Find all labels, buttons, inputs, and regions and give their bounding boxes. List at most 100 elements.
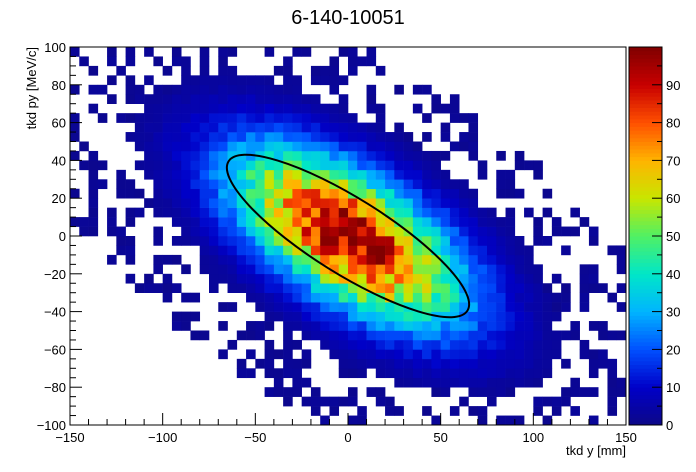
heatmap-cell bbox=[227, 103, 238, 114]
heatmap-cell bbox=[477, 358, 488, 369]
heatmap-cell bbox=[292, 236, 302, 246]
heatmap-cell bbox=[348, 273, 358, 284]
heatmap-cell bbox=[348, 339, 358, 350]
heatmap-cell bbox=[246, 254, 256, 265]
heatmap-cell bbox=[310, 226, 321, 237]
heatmap-cell bbox=[301, 132, 312, 142]
heatmap-cell bbox=[125, 254, 136, 265]
heatmap-cell bbox=[496, 169, 506, 180]
heatmap-cell bbox=[375, 65, 386, 76]
heatmap-cell bbox=[459, 132, 469, 142]
heatmap-cell bbox=[459, 330, 469, 341]
z-tick-label: 80 bbox=[666, 116, 680, 131]
palette-swatch bbox=[629, 421, 662, 426]
heatmap-cell bbox=[422, 217, 432, 227]
heatmap-cell bbox=[181, 207, 191, 218]
heatmap-cell bbox=[579, 217, 590, 227]
heatmap-cell bbox=[394, 132, 404, 142]
heatmap-cell bbox=[162, 113, 173, 123]
heatmap-cell bbox=[385, 292, 395, 303]
heatmap-cell bbox=[375, 330, 386, 341]
heatmap-cell bbox=[505, 358, 516, 369]
heatmap-cell bbox=[181, 56, 191, 67]
heatmap-cell bbox=[366, 236, 377, 246]
palette-swatch bbox=[629, 364, 662, 369]
heatmap-cell bbox=[449, 368, 460, 379]
heatmap-cell bbox=[255, 292, 265, 303]
heatmap-cell bbox=[264, 236, 275, 246]
heatmap-cell bbox=[394, 321, 404, 331]
palette-swatch bbox=[629, 47, 662, 52]
heatmap-cell bbox=[496, 283, 506, 293]
heatmap-cell bbox=[375, 198, 386, 208]
heatmap-cell bbox=[292, 141, 302, 152]
heatmap-cell bbox=[366, 198, 377, 208]
heatmap-cell bbox=[246, 141, 256, 152]
heatmap-cell bbox=[375, 160, 386, 171]
heatmap-cell bbox=[412, 150, 423, 161]
heatmap-cell bbox=[181, 311, 191, 322]
heatmap-cell bbox=[403, 141, 414, 152]
heatmap-cell bbox=[144, 169, 154, 180]
heatmap-cell bbox=[171, 198, 182, 208]
palette-swatch bbox=[629, 81, 662, 86]
heatmap-cell bbox=[88, 198, 99, 208]
heatmap-cell bbox=[394, 377, 404, 388]
heatmap-cell bbox=[338, 226, 349, 237]
heatmap-cell bbox=[449, 321, 460, 331]
heatmap-cell bbox=[190, 94, 201, 104]
heatmap-cell bbox=[579, 349, 590, 360]
heatmap-cell bbox=[255, 84, 265, 95]
heatmap-cell bbox=[357, 311, 367, 322]
palette-swatch bbox=[629, 84, 662, 90]
heatmap-cell bbox=[449, 273, 460, 284]
palette-swatch bbox=[629, 409, 662, 415]
heatmap-cell bbox=[144, 103, 154, 114]
heatmap-cell bbox=[310, 264, 321, 275]
heatmap-cell bbox=[385, 141, 395, 152]
heatmap-cell bbox=[542, 302, 553, 312]
heatmap-cell bbox=[116, 113, 126, 123]
heatmap-cell bbox=[310, 330, 321, 341]
heatmap-cell bbox=[153, 84, 163, 95]
heatmap-cell bbox=[292, 113, 302, 123]
heatmap-cell bbox=[292, 207, 302, 218]
heatmap-cell bbox=[134, 94, 145, 104]
heatmap-cell bbox=[283, 65, 293, 76]
heatmap-cell bbox=[329, 103, 340, 114]
heatmap-cell bbox=[440, 358, 451, 369]
heatmap-cell bbox=[255, 245, 265, 256]
heatmap-cell bbox=[227, 283, 238, 293]
heatmap-cell bbox=[88, 217, 99, 227]
heatmap-cell bbox=[255, 75, 265, 86]
heatmap-cell bbox=[348, 254, 358, 265]
ellipse-layer bbox=[225, 153, 471, 319]
heatmap-cell bbox=[607, 406, 618, 416]
heatmap-cell bbox=[199, 103, 210, 114]
heatmap-cell bbox=[162, 283, 173, 293]
heatmap-cell bbox=[181, 75, 191, 86]
heatmap-cell bbox=[422, 292, 432, 303]
heatmap-cell bbox=[236, 160, 247, 171]
heatmap-cell bbox=[246, 179, 256, 190]
heatmap-cell bbox=[227, 217, 238, 227]
heatmap-cell bbox=[144, 75, 154, 86]
heatmap-cell bbox=[199, 179, 210, 190]
heatmap-cell bbox=[524, 245, 534, 256]
heatmap-cell bbox=[533, 302, 543, 312]
heatmap-cell bbox=[255, 188, 265, 199]
heatmap-cell bbox=[329, 406, 340, 416]
heatmap-cell bbox=[459, 198, 469, 208]
heatmap-cell bbox=[301, 188, 312, 199]
heatmap-cell bbox=[273, 132, 284, 142]
heatmap-cell bbox=[236, 207, 247, 218]
heatmap-cell bbox=[264, 349, 275, 360]
heatmap-cell bbox=[348, 141, 358, 152]
heatmap-cell bbox=[496, 368, 506, 379]
heatmap-cell bbox=[283, 368, 293, 379]
heatmap-cell bbox=[607, 358, 618, 369]
heatmap-cell bbox=[171, 321, 182, 331]
heatmap-cell bbox=[190, 198, 201, 208]
heatmap-cell bbox=[366, 84, 377, 95]
heatmap-cell bbox=[588, 415, 599, 426]
